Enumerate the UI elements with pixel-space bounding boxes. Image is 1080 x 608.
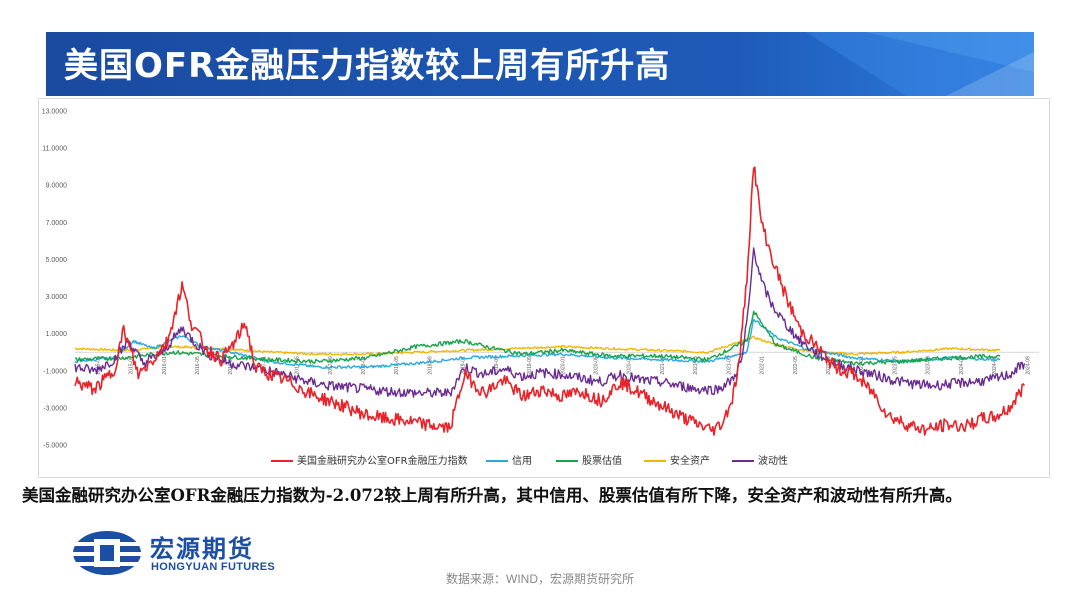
series-line [74,318,1001,370]
x-tick-label: 2015-09 [129,356,135,375]
y-tick-label: -5.0000 [43,443,67,450]
series-line [74,310,1001,366]
series-line [74,166,1026,436]
x-tick-label: 2018-09 [427,356,433,375]
legend-label: 股票估值 [582,454,622,467]
logo-name-cn: 宏源期货 [150,535,254,563]
x-tick-label: 2017-09 [328,356,334,375]
x-tick-label: 2020-01 [560,356,566,375]
page-title: 美国OFR金融压力指数较上周有所升高 [64,46,671,86]
title-bar-background [46,32,1034,96]
x-tick-label: 2016-01 [162,356,168,375]
y-tick-label: 9.0000 [46,183,68,190]
logo-name-en: HONGYUAN FUTURES [151,561,275,573]
x-tick-label: 2018-01 [361,356,367,375]
x-tick-label: 2020-09 [627,356,633,375]
x-tick-label: 2024-09 [1025,356,1031,375]
y-tick-label: 1.0000 [46,331,68,338]
y-tick-label: 5.0000 [46,257,68,264]
x-tick-label: 2023-05 [892,356,898,375]
y-tick-label: -3.0000 [43,405,67,412]
y-tick-label: -1.0000 [43,368,67,375]
x-tick-label: 2021-09 [726,356,732,375]
logo-mark-icon [72,531,142,575]
x-tick-label: 2019-09 [527,356,533,375]
x-tick-label: 2019-05 [494,356,500,375]
x-tick-label: 2019-01 [461,356,467,375]
x-tick-label: 2024-05 [992,356,998,375]
y-tick-label: 7.0000 [46,220,68,227]
x-tick-label: 2017-01 [261,356,267,375]
series-line [74,247,1026,398]
x-tick-label: 2021-01 [660,356,666,375]
y-tick-label: 3.0000 [46,294,68,301]
x-tick-label: 2021-05 [693,356,699,375]
x-tick-label: 2024-01 [959,356,965,375]
x-tick-label: 2022-01 [760,356,766,375]
company-logo: 宏源期货 HONGYUAN FUTURES [72,528,312,578]
x-tick-label: 2015-04 [95,356,101,375]
chart-frame: 13.0000 11.0000 9.0000 7.0000 5.0000 3.0000 1.… [38,98,1050,478]
legend-label: 信用 [512,455,532,467]
description-text: 美国金融研究办公室OFR金融压力指数为-2.072较上周有所升高，其中信用、股票… [22,486,962,505]
y-tick-label: 13.0000 [42,109,67,116]
x-tick-label: 2016-05 [195,356,201,375]
x-tick-label: 2023-09 [926,356,932,375]
x-tick-label: 2020-05 [594,356,600,375]
legend-label: 美国金融研究办公室OFR金融压力指数 [297,454,468,467]
legend-label: 安全资产 [670,454,710,467]
data-source-note: 数据来源：WIND，宏源期货研究所 [446,572,634,586]
title-bar: 美国OFR金融压力指数较上周有所升高 [46,32,1034,96]
ofr-stress-chart: 13.0000 11.0000 9.0000 7.0000 5.0000 3.0000 1.… [42,109,1039,467]
legend-label: 波动性 [758,454,788,467]
y-tick-label: 11.0000 [42,146,67,153]
x-tick-label: 2022-05 [793,356,799,375]
